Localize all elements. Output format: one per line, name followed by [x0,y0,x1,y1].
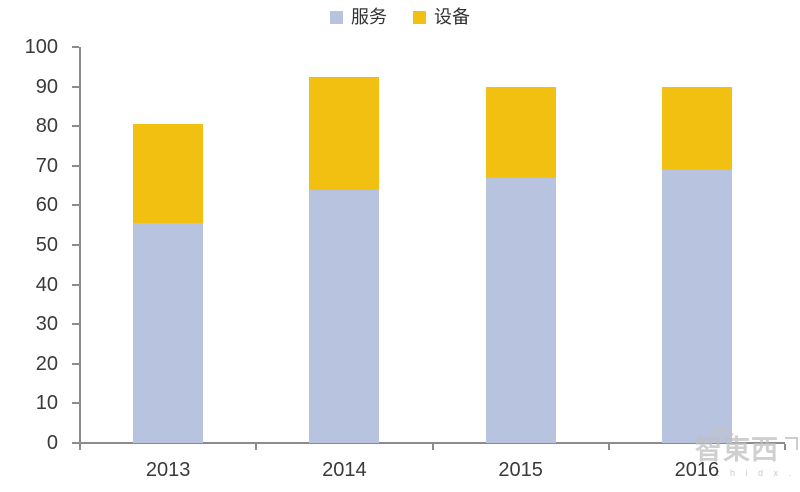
y-axis-line [79,47,81,448]
legend-label-equipment: 设备 [434,7,470,27]
y-tick-label: 70 [35,154,58,177]
y-tick [72,362,79,365]
x-tick [431,444,434,450]
bar-2016-services [661,169,732,443]
bar-2015-equipment [485,86,556,178]
y-tick-label: 60 [35,194,58,217]
legend-label-services: 服务 [351,7,387,27]
y-tick-label: 30 [35,313,58,336]
y-tick-label: 80 [35,115,58,138]
x-axis-label-2016: 2016 [674,459,720,481]
x-axis-line [80,442,785,444]
bar-2014-equipment [309,76,380,190]
y-tick [72,442,79,444]
y-tick [72,85,79,88]
x-tick [79,444,81,450]
y-tick-label: 50 [35,234,58,256]
x-tick [784,444,786,450]
legend-swatch-equipment [413,10,426,24]
bar-2015-services [485,177,556,443]
y-tick [72,244,79,246]
y-tick [72,164,79,167]
legend-swatch-services [330,10,343,24]
y-tick [72,402,79,405]
x-axis-label-2013: 2013 [145,459,191,481]
watermark-corner-bracket [785,437,798,450]
y-tick [72,204,79,207]
y-tick [72,283,79,286]
y-tick [72,46,79,48]
y-tick [72,125,79,128]
y-tick-label: 20 [35,352,58,375]
bar-2013-equipment [133,124,204,224]
y-tick-label: 100 [24,36,58,58]
bar-2014-services [309,189,380,443]
x-axis-label-2014: 2014 [322,459,367,481]
y-tick [72,323,79,326]
x-axis-label-2015: 2015 [498,459,543,481]
y-tick-label: 90 [35,75,58,98]
legend-item-services: 服务 [330,8,387,26]
bar-2013-services [133,223,204,443]
y-tick-label: 10 [35,392,58,415]
y-tick-label: 40 [35,273,58,296]
x-tick [607,444,610,450]
y-tick-label: 0 [46,432,58,454]
legend: 服务 设备 [330,8,470,26]
x-tick [255,444,258,450]
bar-2016-equipment [661,86,732,170]
legend-item-equipment: 设备 [413,8,470,26]
